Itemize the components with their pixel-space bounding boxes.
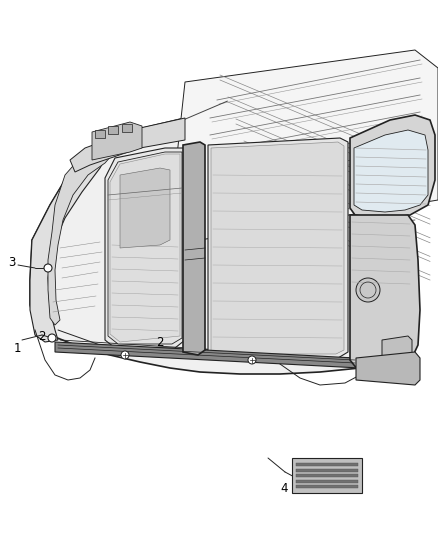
Polygon shape xyxy=(108,152,182,344)
Circle shape xyxy=(356,278,380,302)
Polygon shape xyxy=(30,145,110,342)
Polygon shape xyxy=(354,130,428,212)
Polygon shape xyxy=(92,122,142,160)
Polygon shape xyxy=(110,154,180,342)
Circle shape xyxy=(44,264,52,272)
Bar xyxy=(296,480,358,482)
Text: 3: 3 xyxy=(8,255,16,269)
Text: 2: 2 xyxy=(156,335,164,349)
Polygon shape xyxy=(183,142,205,355)
Bar xyxy=(296,485,358,488)
Polygon shape xyxy=(48,148,112,325)
Bar xyxy=(95,130,105,138)
Polygon shape xyxy=(70,118,185,172)
Polygon shape xyxy=(382,336,412,368)
Text: 4: 4 xyxy=(280,481,288,495)
Polygon shape xyxy=(356,352,420,385)
Circle shape xyxy=(48,334,56,342)
Circle shape xyxy=(121,351,129,359)
Bar xyxy=(122,124,132,132)
Bar xyxy=(296,469,358,472)
Bar xyxy=(296,474,358,477)
Polygon shape xyxy=(55,342,360,368)
Polygon shape xyxy=(30,100,435,374)
Circle shape xyxy=(248,356,256,364)
Polygon shape xyxy=(105,148,185,348)
Polygon shape xyxy=(208,138,348,358)
Polygon shape xyxy=(350,115,435,218)
Polygon shape xyxy=(350,215,420,372)
Text: 1: 1 xyxy=(13,342,21,354)
Bar xyxy=(296,463,358,466)
Bar xyxy=(108,126,118,134)
Text: 2: 2 xyxy=(38,329,46,343)
Polygon shape xyxy=(211,142,344,354)
Bar xyxy=(292,458,362,493)
Polygon shape xyxy=(120,168,170,248)
Polygon shape xyxy=(170,50,438,240)
